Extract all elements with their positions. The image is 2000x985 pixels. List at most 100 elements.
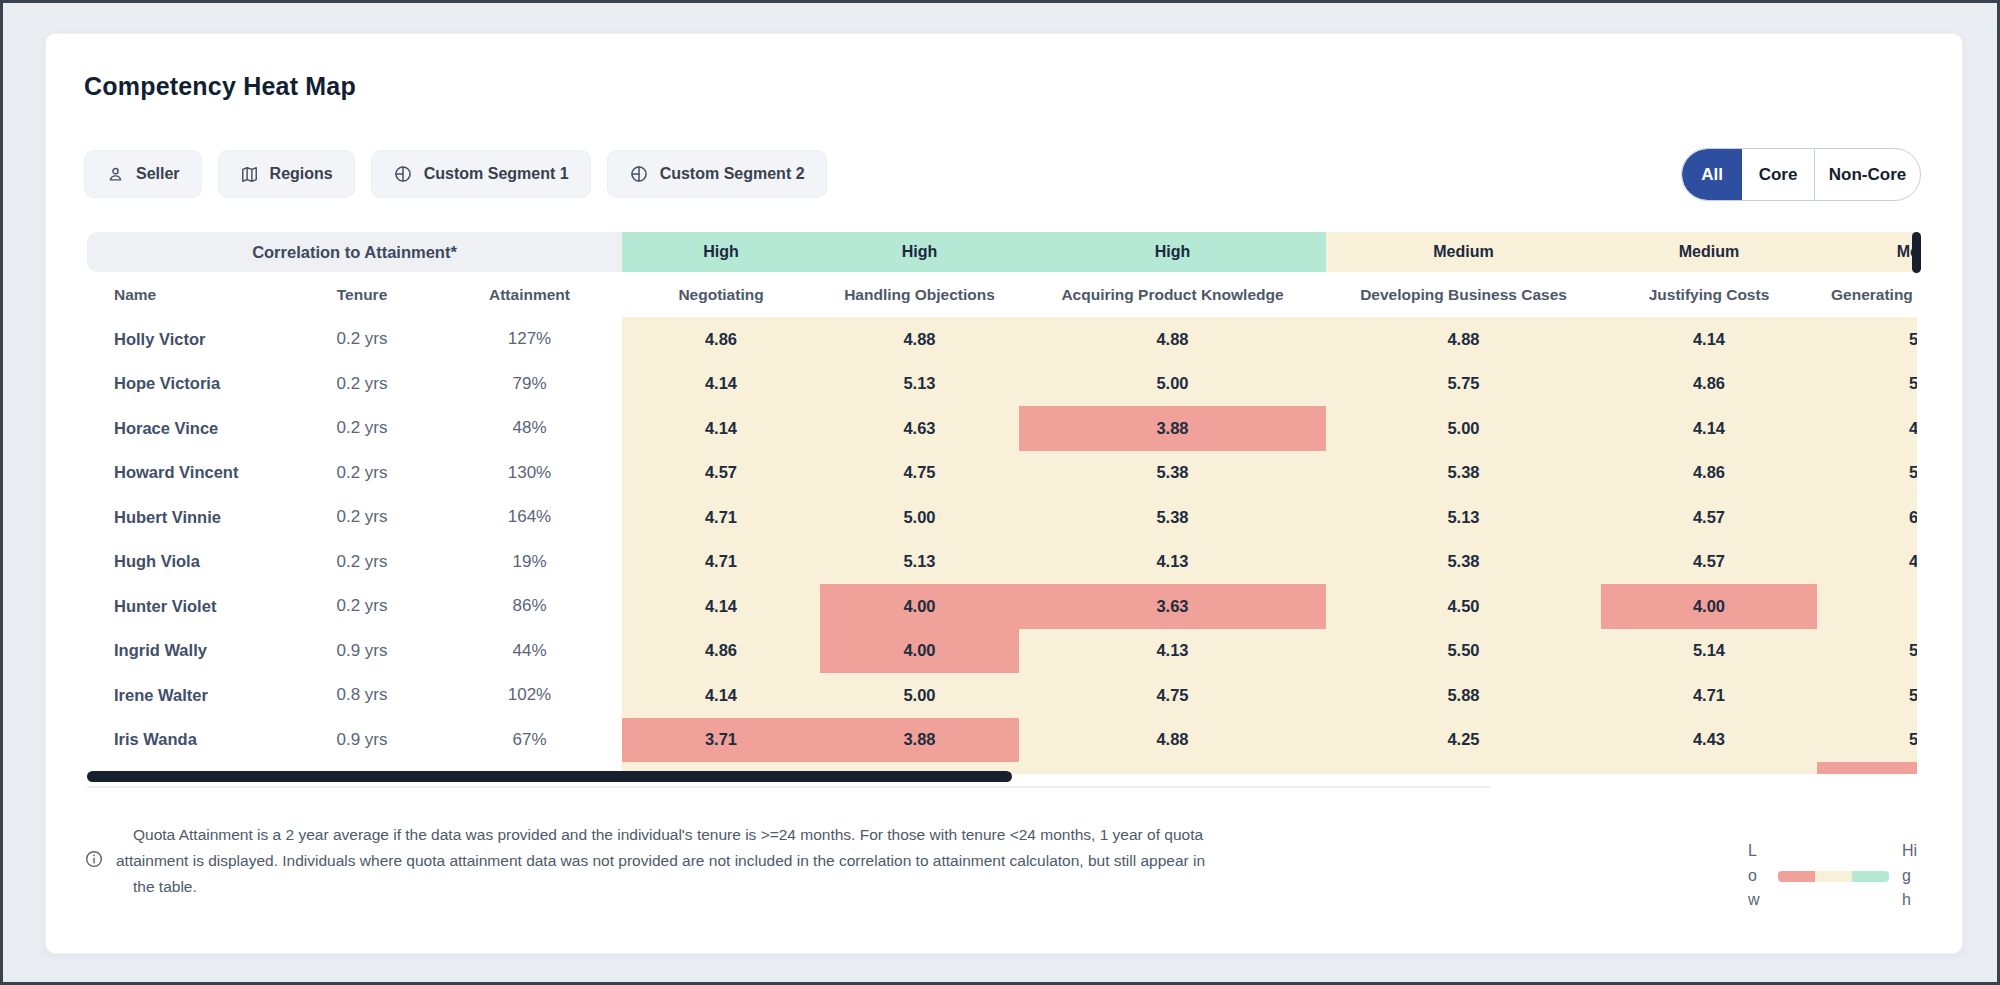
table-row[interactable]: Hope Victoria 0.2 yrs 79% 4.14 5.13 5.00… (87, 362, 1917, 407)
score-cell: 5 (1817, 673, 1917, 718)
score-cell: 5.75 (1326, 362, 1601, 407)
map-icon (240, 165, 259, 184)
score-cell: 4.14 (622, 362, 820, 407)
segment-pie-icon (629, 164, 649, 184)
score-cell: 4 (1817, 540, 1917, 585)
filter-custom-segment-1-button[interactable]: Custom Segment 1 (371, 150, 591, 198)
row-attainment: 164% (437, 495, 622, 540)
filter-label: Custom Segment 2 (660, 165, 805, 183)
row-attainment: 19% (437, 540, 622, 585)
score-cell: 5.00 (1326, 406, 1601, 451)
filter-regions-button[interactable]: Regions (218, 150, 355, 198)
correlation-band: High (622, 232, 820, 272)
correlation-band: Medium (1326, 232, 1601, 272)
score-cell: 4.14 (622, 673, 820, 718)
score-cell (1019, 762, 1326, 774)
vertical-scrollbar-thumb[interactable] (1912, 232, 1921, 273)
score-cell: 5.13 (820, 362, 1019, 407)
legend-segment-mid (1815, 871, 1852, 882)
column-header-name: Name (87, 286, 287, 304)
row-attainment: 102% (437, 673, 622, 718)
score-cell: 4.43 (1601, 718, 1817, 763)
score-cell (1817, 584, 1917, 629)
score-cell: 5.38 (1326, 540, 1601, 585)
table-row[interactable]: Holly Victor 0.2 yrs 127% 4.86 4.88 4.88… (87, 317, 1917, 362)
score-cell: 5 (1817, 362, 1917, 407)
segment-pie-icon (393, 164, 413, 184)
toggle-option-core[interactable]: Core (1742, 149, 1814, 200)
table-row[interactable]: Ingrid Wally 0.9 yrs 44% 4.86 4.00 4.13 … (87, 629, 1917, 674)
score-cell: 4.75 (820, 451, 1019, 496)
score-cell: 5.50 (1326, 629, 1601, 674)
correlation-band: High (820, 232, 1019, 272)
column-header-competency: Negotiating (622, 286, 820, 304)
score-cell: 5.38 (1326, 451, 1601, 496)
legend-high-label: High (1902, 839, 1919, 913)
score-cell: 4.13 (1019, 629, 1326, 674)
horizontal-scrollbar-track[interactable] (87, 786, 1491, 788)
score-cell: 4 (1817, 406, 1917, 451)
score-cell: 4.57 (622, 451, 820, 496)
score-cell: 4.86 (622, 629, 820, 674)
table-row[interactable]: Howard Vincent 0.2 yrs 130% 4.57 4.75 5.… (87, 451, 1917, 496)
horizontal-scrollbar-thumb[interactable] (87, 771, 1012, 782)
row-attainment: 48% (437, 406, 622, 451)
table-row[interactable]: Hubert Vinnie 0.2 yrs 164% 4.71 5.00 5.3… (87, 495, 1917, 540)
score-cell: 4.88 (1019, 317, 1326, 362)
column-header-competency: Justifying Costs (1601, 286, 1817, 304)
info-icon[interactable] (84, 849, 104, 900)
score-cell (1817, 762, 1917, 774)
score-cell: 5.00 (820, 495, 1019, 540)
footnote-text: Quota Attainment is a 2 year average if … (116, 822, 1205, 900)
row-tenure: 0.2 yrs (287, 406, 437, 451)
row-attainment: 130% (437, 451, 622, 496)
legend-low-label: Low (1748, 839, 1765, 913)
score-cell: 5 (1817, 629, 1917, 674)
score-cell: 4.71 (622, 495, 820, 540)
row-name: Horace Vince (87, 406, 287, 451)
filter-custom-segment-2-button[interactable]: Custom Segment 2 (607, 150, 827, 198)
row-tenure: 0.2 yrs (287, 362, 437, 407)
row-name: Hubert Vinnie (87, 495, 287, 540)
filter-label: Custom Segment 1 (424, 165, 569, 183)
row-tenure: 0.2 yrs (287, 540, 437, 585)
score-cell: 6 (1817, 495, 1917, 540)
row-name: Howard Vincent (87, 451, 287, 496)
table-row[interactable]: Hunter Violet 0.2 yrs 86% 4.14 4.00 3.63… (87, 584, 1917, 629)
toggle-option-all[interactable]: All (1682, 149, 1742, 200)
filter-label: Seller (136, 165, 180, 183)
toggle-option-non-core[interactable]: Non-Core (1814, 149, 1920, 200)
filter-seller-button[interactable]: Seller (84, 150, 202, 198)
column-header-attainment: Attainment (437, 286, 622, 304)
correlation-header-row: Correlation to Attainment* High High Hig… (87, 232, 1917, 272)
score-cell: 5.38 (1019, 451, 1326, 496)
row-attainment: 86% (437, 584, 622, 629)
score-cell: 4.57 (1601, 540, 1817, 585)
app-window: Competency Heat Map Seller Regions Custo… (0, 0, 2000, 985)
score-cell: 4.86 (1601, 362, 1817, 407)
column-header-row: Name Tenure Attainment Negotiating Handl… (87, 272, 1917, 317)
row-attainment: 44% (437, 629, 622, 674)
score-cell: 4.75 (1019, 673, 1326, 718)
row-name: Hunter Violet (87, 584, 287, 629)
score-cell: 4.13 (1019, 540, 1326, 585)
score-cell: 4.71 (622, 540, 820, 585)
table-row[interactable]: Hugh Viola 0.2 yrs 19% 4.71 5.13 4.13 5.… (87, 540, 1917, 585)
score-cell: 4.86 (622, 317, 820, 362)
footnote-line: attainment is displayed. Individuals whe… (116, 848, 1205, 874)
column-header-competency: Developing Business Cases (1326, 286, 1601, 304)
table-row[interactable]: Iris Wanda 0.9 yrs 67% 3.71 3.88 4.88 4.… (87, 718, 1917, 763)
score-cell: 4.00 (820, 584, 1019, 629)
filter-bar: Seller Regions Custom Segment 1 Custom S… (84, 150, 827, 198)
correlation-band: Medium (1601, 232, 1817, 272)
table-row[interactable]: Irene Walter 0.8 yrs 102% 4.14 5.00 4.75… (87, 673, 1917, 718)
score-cell: 4.71 (1601, 673, 1817, 718)
score-cell: 3.88 (820, 718, 1019, 763)
footnote: Quota Attainment is a 2 year average if … (84, 822, 1534, 900)
row-name: Holly Victor (87, 317, 287, 362)
row-tenure: 0.2 yrs (287, 451, 437, 496)
table-row[interactable]: Horace Vince 0.2 yrs 48% 4.14 4.63 3.88 … (87, 406, 1917, 451)
row-attainment: 79% (437, 362, 622, 407)
footnote-line: Quota Attainment is a 2 year average if … (116, 822, 1205, 848)
score-cell (1601, 762, 1817, 774)
